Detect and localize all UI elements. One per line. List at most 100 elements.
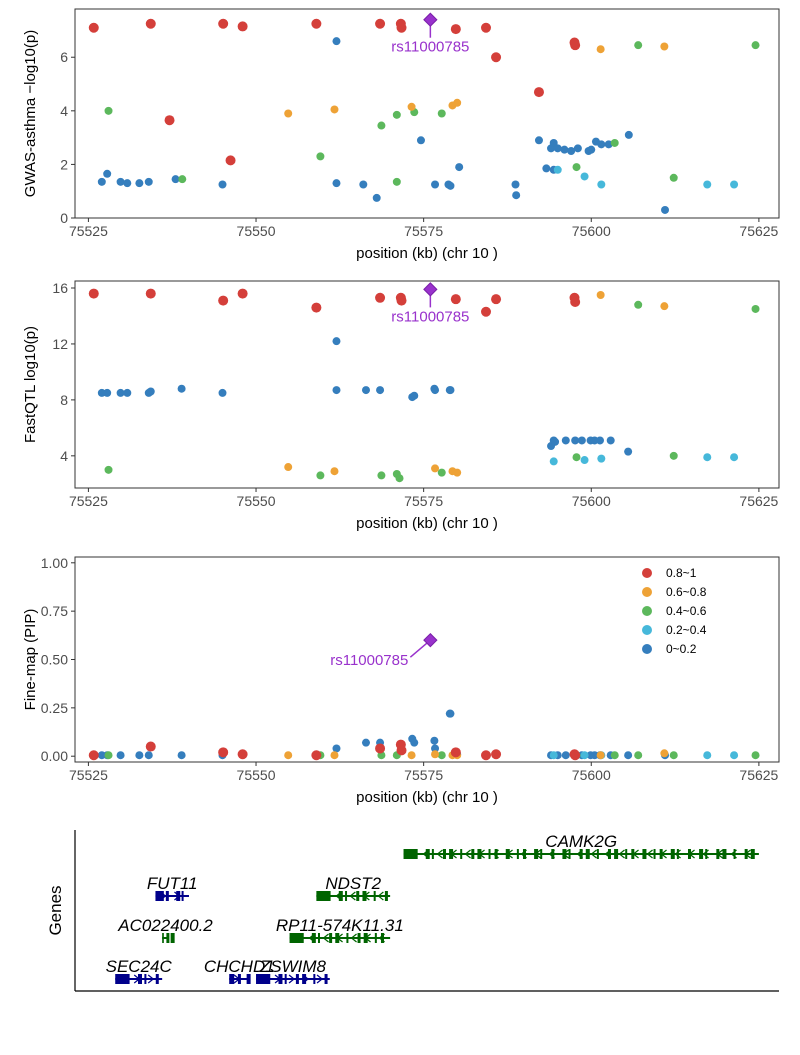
exon-block [155,891,164,901]
strand-arrow [174,891,181,901]
exon-block [384,891,388,901]
strand-arrow [548,849,555,859]
snp-point [604,140,613,149]
strand-arrow [520,849,527,859]
exon-block [144,974,147,984]
snp-point [177,384,186,393]
snp-point [97,177,106,186]
snp-point [634,300,643,309]
gene-model: ZSWIM8 [256,957,330,984]
snp-point [376,386,385,395]
exon-block [670,849,675,859]
snp-point [416,136,425,145]
exon-block [256,974,271,984]
gene-label: RP11-574K11.31 [276,916,404,935]
strand-arrow [133,974,141,984]
exon-block [162,933,164,943]
legend-label: 0.8~1 [666,566,697,580]
snp-point [178,175,187,184]
snp-point [431,180,440,189]
snp-point [560,145,569,154]
snp-point [573,144,582,153]
snp-point [218,18,229,29]
snp-point [332,37,341,46]
strand-arrow [364,933,371,943]
snp-point [395,474,404,483]
x-tick-label: 75575 [404,767,443,783]
snp-point [561,436,570,445]
snp-point [597,140,606,149]
strand-arrow [274,974,281,984]
gene-model: AC022400.2 [117,916,213,943]
strand-arrow [702,849,709,859]
snp-point [587,145,596,154]
snp-point [375,18,386,29]
snp-point [549,751,558,760]
legend-swatch [642,587,652,597]
snp-point [144,177,153,186]
strand-arrow [119,974,127,984]
exon-block [460,849,463,859]
snp-point [596,751,605,760]
exon-block [356,891,360,901]
strand-arrow [576,849,583,859]
strand-arrow [321,891,328,901]
strand-arrow [590,849,597,859]
snp-point [660,749,669,758]
legend-label: 0~0.2 [666,642,697,656]
exon-block [229,974,235,984]
legend-swatch [642,644,652,654]
snp-point [751,304,760,313]
snp-point [116,388,125,397]
exon-block [166,933,170,943]
strand-arrow [688,849,695,859]
snp-point [455,163,464,172]
exon-block [607,849,611,859]
snp-point [453,468,462,477]
strand-arrow [288,974,295,984]
snp-point [453,98,462,107]
snp-point [104,106,113,115]
gene-model: CAMK2G [403,832,759,859]
gene-model: FUT11 [147,874,198,901]
snp-point [597,454,606,463]
legend-swatch [642,606,652,616]
snp-point [123,179,132,188]
strand-arrow [674,849,681,859]
snp-point [431,464,440,473]
strand-arrow [478,849,485,859]
exon-block [705,849,708,859]
snp-point [730,751,739,760]
snp-point [669,173,678,182]
gene-model: RP11-574K11.31 [276,916,404,943]
snp-point [580,456,589,465]
x-tick-label: 75550 [237,493,276,509]
exon-block [414,849,418,859]
snp-point [634,41,643,50]
strand-arrow [506,849,513,859]
snp-point [624,130,633,139]
exon-block [357,933,361,943]
strand-arrow [436,849,443,859]
snp-point [570,296,581,307]
strand-arrow [632,849,639,859]
panel-3: 75525 75550 75575 75600 75625 0.00 0.25 0.50 0.7… [22,555,780,806]
snp-point [164,115,175,126]
lead-snp-diamond [423,282,438,297]
snp-point [218,388,227,397]
exon-block [338,891,343,901]
snp-point [491,749,502,760]
x-tick-label: 75575 [404,493,443,509]
gene-label: CAMK2G [545,832,617,851]
y-tick-label: 8 [60,392,68,408]
snp-point [634,751,643,760]
snp-point [660,302,669,311]
snp-point [332,179,341,188]
snp-point [377,121,386,130]
snp-point [481,22,492,33]
snp-point [396,295,407,306]
x-axis-title: position (kb) (chr 10 ) [356,789,498,806]
snp-point [392,110,401,119]
snp-point [316,471,325,480]
strand-arrow [716,849,723,859]
